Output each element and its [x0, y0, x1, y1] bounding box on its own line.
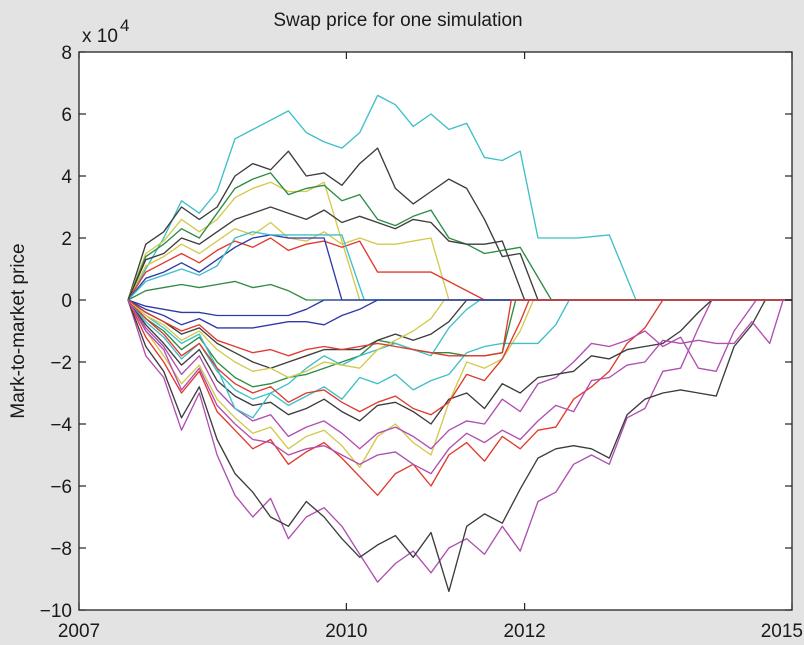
y-axis-label: Mark-to-market price [8, 243, 29, 418]
series-line-4 [127, 172, 792, 301]
series-layer [127, 94, 792, 593]
y-tick-label-4: 2 [61, 229, 72, 250]
plot-frame [78, 51, 793, 611]
series-line-25 [127, 299, 792, 357]
series-line-9 [127, 206, 792, 301]
x-tick-label-3: 2012 [503, 621, 545, 642]
y-tick-label-3: 4 [61, 167, 72, 188]
series-line-23 [127, 299, 792, 329]
x-tick-label-2: 2010 [325, 621, 367, 642]
series-line-21 [127, 299, 792, 416]
y-tick-label-7: −4 [50, 415, 72, 436]
series-line-10 [127, 280, 792, 301]
series-line-22 [127, 299, 792, 379]
series-line-19 [127, 299, 792, 419]
series-line-14 [127, 299, 792, 469]
series-line-13 [127, 299, 792, 496]
series-line-2 [127, 147, 792, 301]
y-tick-label-1: 8 [61, 43, 72, 64]
y-tick-label-6: −2 [50, 353, 72, 374]
chart-title: Swap price for one simulation [273, 10, 522, 31]
y-tick-label-9: −8 [50, 539, 72, 560]
series-line-7 [127, 234, 792, 301]
series-line-24 [127, 299, 792, 317]
series-line-26 [127, 299, 792, 475]
series-line-1 [127, 94, 792, 301]
y-tick-label-2: 6 [61, 105, 72, 126]
y-multiplier-exponent: 4 [120, 16, 129, 35]
series-line-6 [127, 237, 792, 301]
x-tick-label-4: 2015 [761, 621, 803, 642]
x-tick-label-1: 2007 [58, 621, 100, 642]
y-axis: 8 6 4 2 0 −2 −4 −6 −8 −10 [40, 43, 792, 622]
y-tick-label-8: −6 [50, 477, 72, 498]
x-axis: 2007 2010 2012 2015 [58, 52, 803, 642]
y-multiplier-base: x 10 [82, 26, 118, 47]
series-line-16 [127, 299, 792, 425]
series-line-12 [127, 299, 792, 593]
y-multiplier: x 10 4 [82, 16, 129, 47]
series-line-3 [127, 181, 792, 301]
y-tick-label-10: −10 [40, 601, 72, 622]
series-line-8 [127, 231, 792, 301]
y-tick-label-5: 0 [61, 291, 72, 312]
series-line-5 [127, 221, 792, 301]
series-line-11 [127, 299, 792, 583]
series-line-20 [127, 299, 792, 369]
